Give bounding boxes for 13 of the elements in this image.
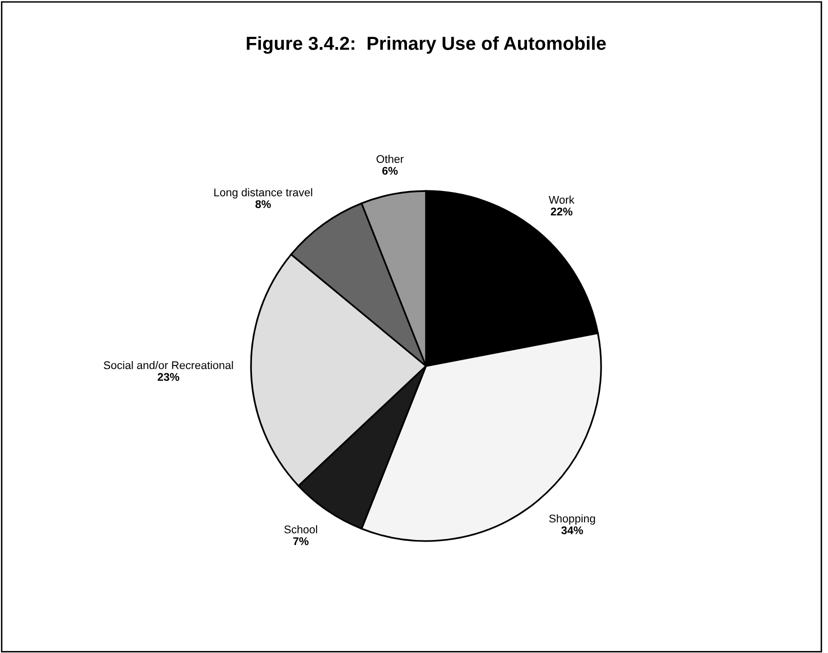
slice-label: Work xyxy=(548,196,574,204)
data-label: 23% xyxy=(158,373,180,381)
slice-label: Shopping xyxy=(549,514,595,525)
data-label: 22% xyxy=(550,208,572,216)
data-label: 6% xyxy=(382,166,398,175)
slice-label: Long distance travel xyxy=(214,188,312,199)
slice-label: Social and/or Recreational xyxy=(104,360,233,370)
data-label: 8% xyxy=(255,200,271,208)
chart-title: Figure 3.4.2: Primary Use of Automobile xyxy=(246,36,606,54)
slice-label: Other xyxy=(376,154,404,163)
data-label: 34% xyxy=(561,526,584,534)
slice-label: School xyxy=(284,525,318,534)
data-label: 7% xyxy=(293,537,309,546)
